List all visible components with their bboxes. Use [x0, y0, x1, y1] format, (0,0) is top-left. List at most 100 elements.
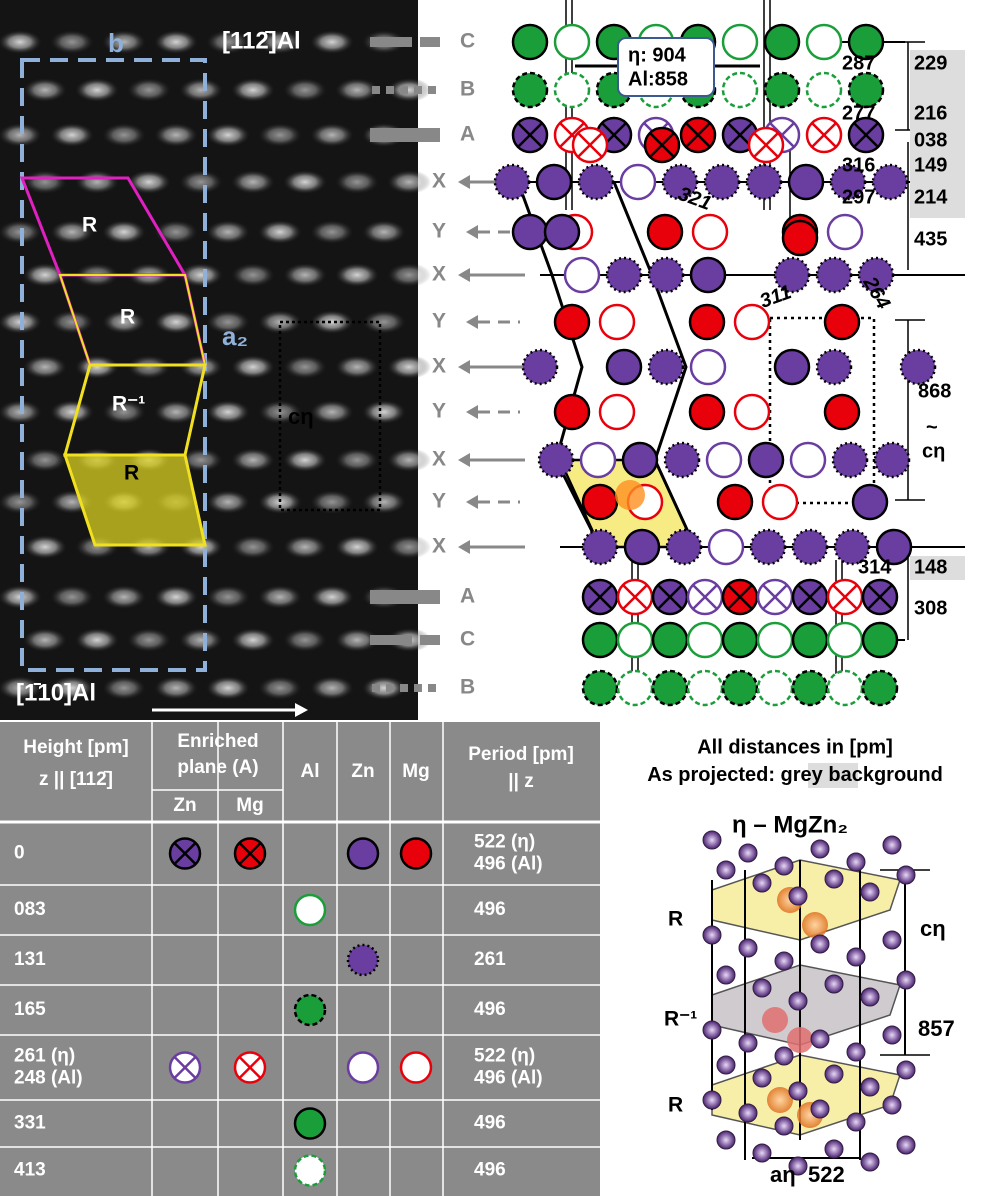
sphere — [787, 1027, 813, 1053]
sphere — [825, 1140, 843, 1158]
table-header: Enriched — [177, 731, 258, 752]
atom-blob — [154, 123, 198, 147]
sphere — [825, 975, 843, 993]
atom — [600, 305, 634, 339]
atom-columns — [0, 30, 431, 700]
atom-blob — [127, 628, 171, 652]
atom — [555, 73, 589, 107]
atom — [817, 350, 851, 384]
atom-blob — [283, 78, 327, 102]
atom-blob — [102, 123, 146, 147]
atom-blob — [335, 263, 379, 287]
atom-blob — [231, 448, 275, 472]
atom-blob — [179, 170, 223, 194]
atom — [807, 25, 841, 59]
atom-blob — [310, 123, 354, 147]
sphere — [775, 857, 793, 875]
sphere — [762, 1007, 788, 1033]
atom-blob — [283, 448, 327, 472]
orange-atom — [615, 480, 645, 510]
atom-blob — [335, 535, 379, 559]
note-part: background — [823, 764, 943, 786]
layer-label: X — [432, 535, 446, 558]
layer-label: Y — [432, 400, 446, 423]
atom — [735, 395, 769, 429]
atom-blob — [362, 490, 406, 514]
atom — [581, 443, 615, 477]
cell-label: R — [82, 214, 97, 237]
atom — [618, 671, 652, 705]
table-cell: 0 — [14, 843, 25, 864]
atom — [783, 221, 817, 255]
table-cell: 261 — [474, 949, 506, 970]
distance: 214 — [914, 186, 948, 208]
arrow-head — [466, 495, 478, 509]
label: [1̄10]Al — [16, 679, 96, 706]
arrow-head — [458, 540, 470, 554]
atom-blob — [310, 400, 354, 424]
atom-blob — [206, 123, 250, 147]
table-header: Zn — [351, 761, 374, 782]
atom-blob — [102, 585, 146, 609]
distance: 277 — [842, 102, 875, 124]
atom-blob — [154, 585, 198, 609]
atom-blob — [23, 448, 67, 472]
atom — [600, 395, 634, 429]
atom — [793, 671, 827, 705]
atom — [693, 215, 727, 249]
sphere — [739, 1034, 757, 1052]
atom-blob — [310, 220, 354, 244]
bar — [370, 590, 440, 604]
layer-label: A — [460, 585, 475, 608]
distance: 149 — [914, 154, 947, 176]
atom-blob — [231, 263, 275, 287]
atom — [653, 623, 687, 657]
sphere — [811, 935, 829, 953]
cell-label: R⁻¹ — [664, 1008, 697, 1031]
sphere — [703, 1091, 721, 1109]
atom-blob — [23, 355, 67, 379]
atom — [545, 215, 579, 249]
sphere — [883, 1026, 901, 1044]
atom-blob — [362, 310, 406, 334]
atom-blob — [154, 30, 198, 54]
distance: 287 — [842, 52, 875, 74]
atom-blob — [127, 355, 171, 379]
table-header: Mg — [236, 795, 263, 816]
sphere — [717, 1056, 735, 1074]
arrow-head — [466, 225, 478, 239]
atom-blob — [283, 170, 327, 194]
cell-label: R⁻¹ — [112, 393, 145, 416]
atom-blob — [231, 535, 275, 559]
table-cell: 331 — [14, 1113, 46, 1134]
sphere — [861, 988, 879, 1006]
atom-blob — [283, 535, 327, 559]
atom — [537, 165, 571, 199]
atom-blob — [154, 676, 198, 700]
table-cell: 496 (Al) — [474, 854, 543, 875]
atom — [649, 350, 683, 384]
atom-blob — [102, 220, 146, 244]
sphere — [847, 853, 865, 871]
atom — [749, 443, 783, 477]
arrow-head — [466, 315, 478, 329]
atom — [758, 623, 792, 657]
atom — [691, 258, 725, 292]
atom — [825, 395, 859, 429]
atom-blob — [206, 585, 250, 609]
label: aη — [770, 1162, 796, 1187]
sphere — [897, 1061, 915, 1079]
atom-blob — [23, 628, 67, 652]
atom-blob — [258, 220, 302, 244]
atom-blob — [362, 400, 406, 424]
atom — [833, 443, 867, 477]
atom — [665, 443, 699, 477]
atom-blob — [231, 78, 275, 102]
atom — [295, 1156, 325, 1186]
atom — [775, 350, 809, 384]
atom-blob — [283, 628, 327, 652]
atom — [348, 1053, 378, 1083]
layer-label: C — [460, 628, 475, 651]
atom-blob — [231, 355, 275, 379]
table-header: plane (A) — [177, 757, 258, 778]
